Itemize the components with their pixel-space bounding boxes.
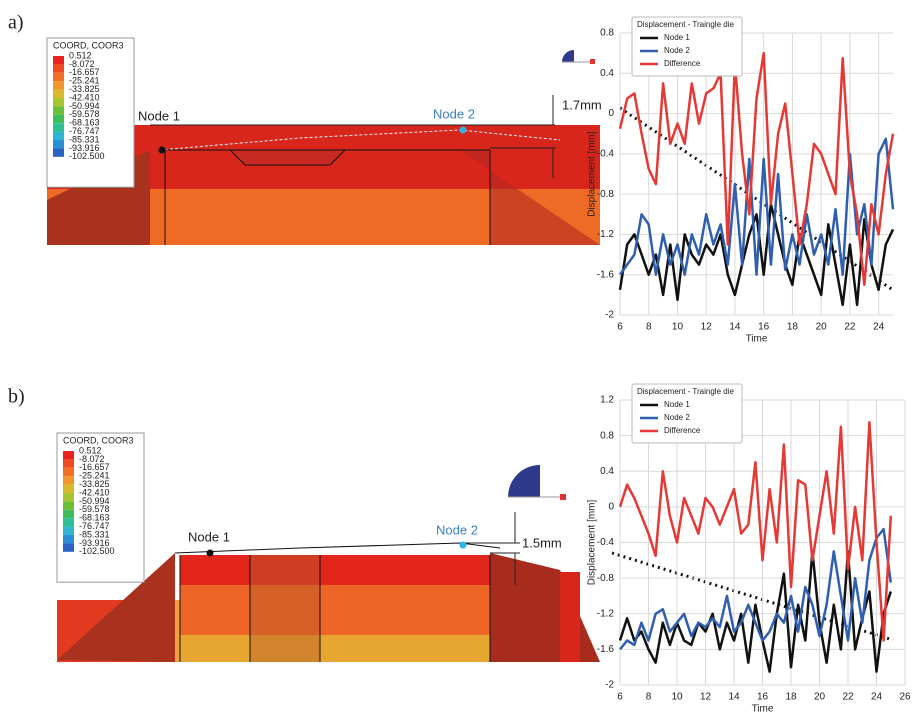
legend-label: Node 2: [664, 413, 690, 422]
contour-band: [63, 468, 74, 476]
panel-label: b): [8, 386, 25, 408]
contour-band: [53, 98, 64, 106]
contour-band: [53, 115, 64, 123]
contour-level: -102.500: [69, 151, 105, 161]
x-tick-label: 6: [617, 692, 623, 703]
contour-legend-title: COORD, COOR3: [63, 435, 134, 445]
node-label: Node 1: [188, 529, 230, 544]
legend-title: Displacement - Traingle die: [637, 387, 734, 396]
y-tick-label: -1.2: [597, 608, 615, 619]
x-tick-label: 20: [814, 692, 826, 703]
contour-band: [53, 106, 64, 114]
x-tick-label: 8: [646, 692, 652, 703]
y-tick-label: -0.8: [597, 573, 615, 584]
x-tick-label: 24: [871, 692, 883, 703]
y-tick-label: -2: [605, 310, 614, 321]
x-tick-label: 22: [842, 692, 854, 703]
legend-label: Difference: [664, 426, 701, 435]
contour-band: [63, 518, 74, 526]
contour-legend-title: COORD, COOR3: [53, 40, 124, 50]
x-tick-label: 22: [844, 322, 856, 333]
x-tick-label: 14: [729, 322, 741, 333]
y-axis-label: Displacement [mm]: [587, 499, 598, 585]
x-tick-label: 20: [816, 322, 828, 333]
contour-band: [63, 493, 74, 501]
figure: a) Node 1 Node 2 1.7mm b): [0, 0, 921, 719]
panel-label: a): [8, 12, 24, 34]
y-tick-label: 0: [608, 108, 614, 119]
y-tick-label: 0.8: [600, 28, 614, 39]
contour-band: [63, 501, 74, 509]
y-tick-label: -1.6: [597, 644, 615, 655]
x-tick-label: 26: [899, 692, 911, 703]
y-tick-label: 0: [608, 502, 614, 513]
contour-band: [63, 535, 74, 543]
y-tick-label: 0.8: [600, 430, 614, 441]
x-tick-label: 16: [758, 322, 770, 333]
x-tick-label: 12: [700, 692, 712, 703]
x-tick-label: 14: [728, 692, 740, 703]
x-tick-label: 8: [646, 322, 652, 333]
contour-level: -102.500: [79, 546, 115, 556]
contour-band: [63, 543, 74, 551]
contour-band: [53, 132, 64, 140]
contour-band: [53, 148, 64, 156]
y-tick-label: 1.2: [600, 395, 614, 406]
dimension-label: 1.7mm: [562, 97, 602, 112]
legend-title: Displacement - Traingle die: [637, 20, 734, 29]
contour-band: [53, 123, 64, 131]
x-axis-label: Time: [746, 334, 768, 345]
node-label: Node 2: [436, 522, 478, 537]
contour-band: [53, 73, 64, 81]
node-label: Node 2: [433, 106, 475, 121]
x-tick-label: 6: [617, 322, 623, 333]
contour-band: [53, 90, 64, 98]
y-tick-label: 0.4: [600, 68, 614, 79]
x-tick-label: 16: [757, 692, 769, 703]
y-tick-label: 0.4: [600, 466, 614, 477]
x-tick-label: 18: [787, 322, 799, 333]
contour-band: [63, 476, 74, 484]
x-axis-label: Time: [752, 704, 774, 715]
contour-band: [53, 64, 64, 72]
y-tick-label: -2: [605, 680, 614, 691]
legend-label: Difference: [664, 59, 701, 68]
y-tick-label: -1.6: [597, 269, 615, 280]
contour-band: [53, 56, 64, 64]
node-label: Node 1: [138, 108, 180, 123]
x-tick-label: 24: [873, 322, 885, 333]
contour-band: [63, 510, 74, 518]
legend-label: Node 1: [664, 400, 690, 409]
legend-label: Node 1: [664, 33, 690, 42]
x-tick-label: 10: [671, 692, 683, 703]
y-tick-label: -1.2: [597, 229, 615, 240]
y-tick-label: -0.4: [597, 537, 615, 548]
contour-band: [63, 451, 74, 459]
contour-band: [63, 485, 74, 493]
contour-band: [63, 459, 74, 467]
contour-band: [63, 527, 74, 535]
x-tick-label: 18: [785, 692, 797, 703]
contour-band: [53, 81, 64, 89]
x-tick-label: 12: [701, 322, 713, 333]
dimension-label: 1.5mm: [522, 535, 562, 550]
y-tick-label: -0.4: [597, 148, 615, 159]
x-tick-label: 10: [672, 322, 684, 333]
contour-band: [53, 140, 64, 148]
legend-label: Node 2: [664, 46, 690, 55]
y-axis-label: Displacement [mm]: [587, 131, 598, 217]
y-tick-label: -0.8: [597, 189, 615, 200]
series-line: [620, 204, 893, 305]
